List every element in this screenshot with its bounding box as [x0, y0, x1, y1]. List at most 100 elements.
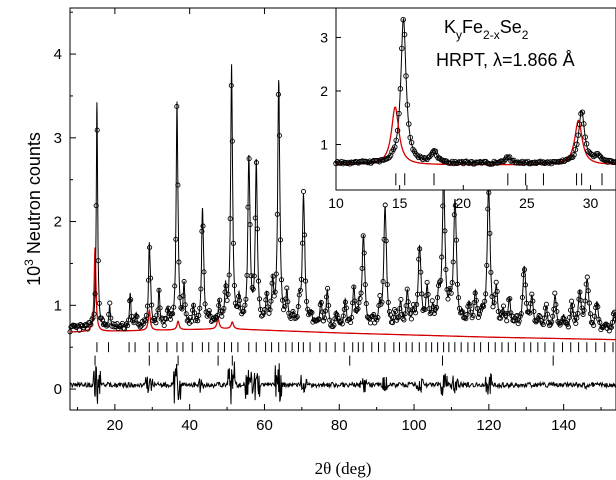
observed-point [522, 282, 529, 288]
observed-point [358, 290, 364, 296]
observed-point [396, 314, 402, 320]
observed-point [252, 215, 258, 221]
observed-point [92, 291, 98, 297]
observed-point [413, 310, 419, 316]
inset-y-tick-label: 3 [320, 29, 328, 45]
observed-point [488, 269, 494, 275]
observed-point [608, 324, 614, 330]
observed-point [483, 291, 489, 297]
inset-observed-point [394, 127, 401, 134]
observed-point [219, 313, 225, 319]
observed-point [386, 308, 392, 315]
difference-line [69, 361, 616, 405]
observed-point [299, 240, 306, 246]
observed-point [225, 291, 231, 297]
inset-observed-point [613, 158, 616, 165]
observed-point [200, 223, 206, 229]
observed-point [173, 236, 179, 242]
x-tick-label: 80 [331, 417, 348, 434]
observed-point [367, 320, 374, 326]
x-tick-label: 100 [402, 417, 427, 434]
observed-point [133, 313, 139, 319]
observed-point [585, 288, 591, 294]
observed-point [538, 318, 544, 324]
observed-point [148, 275, 154, 281]
y-tick-label: 4 [54, 46, 62, 63]
observed-point [192, 310, 198, 316]
observed-point [216, 302, 222, 309]
observed-point [470, 312, 476, 318]
observed-point [541, 315, 547, 321]
observed-point [246, 156, 252, 162]
observed-point [380, 278, 386, 285]
observed-point [298, 276, 304, 282]
observed-point [360, 233, 366, 239]
observed-point [295, 304, 301, 310]
observed-point [196, 312, 202, 318]
observed-point [229, 138, 235, 144]
observed-point [355, 306, 361, 312]
observed-point [473, 297, 479, 304]
observed-point [485, 206, 491, 212]
observed-point [440, 203, 446, 209]
observed-point [467, 303, 473, 309]
observed-point [293, 315, 299, 321]
observed-point [363, 301, 369, 307]
observed-point [201, 269, 207, 275]
observed-point [222, 289, 228, 295]
observed-point [260, 312, 266, 318]
x-tick-label: 60 [256, 417, 273, 434]
observed-point [261, 310, 267, 316]
inset-x-tick-label: 30 [583, 195, 599, 211]
observed-point [377, 293, 383, 299]
observed-point [157, 305, 163, 311]
observed-point [166, 311, 173, 317]
observed-point [570, 303, 576, 309]
observed-point [277, 237, 284, 243]
observed-point [577, 289, 583, 295]
observed-point [254, 226, 260, 232]
observed-point [529, 291, 535, 297]
observed-point [445, 296, 451, 302]
observed-point [575, 310, 581, 316]
observed-point [170, 311, 176, 317]
secondary-phase-series [70, 247, 616, 341]
observed-point [248, 273, 254, 279]
inset-observed-point [595, 151, 601, 157]
observed-point [275, 91, 281, 97]
observed-point [300, 188, 307, 195]
inset-observed-point [583, 141, 590, 147]
observed-point [484, 262, 490, 268]
observed-point [530, 298, 536, 304]
observed-point [322, 308, 329, 314]
inset-observed-point [397, 86, 404, 92]
observed-point [325, 285, 331, 291]
observed-point [597, 319, 603, 325]
observed-point [449, 280, 455, 286]
observed-point [181, 278, 187, 285]
observed-point [452, 202, 458, 209]
observed-point [526, 309, 532, 315]
observed-point [237, 297, 243, 303]
observed-point [519, 294, 525, 301]
observed-point [274, 211, 280, 217]
observed-point [374, 317, 380, 323]
observed-point [500, 303, 507, 309]
observed-point [183, 311, 189, 317]
observed-point [156, 287, 162, 293]
inset-observed-point [408, 139, 415, 146]
observed-point [172, 283, 178, 289]
observed-point [354, 307, 360, 313]
observed-point [453, 237, 459, 243]
observed-point [434, 295, 441, 301]
observed-point [442, 228, 448, 234]
observed-point [486, 190, 492, 196]
observed-point [475, 314, 481, 321]
y-tick-label: 3 [54, 130, 62, 147]
observed-point [88, 322, 94, 328]
inset-observed-point [600, 156, 607, 163]
observed-point [199, 228, 205, 234]
observed-point [333, 311, 339, 317]
observed-point [256, 296, 263, 302]
observed-point [251, 273, 257, 279]
